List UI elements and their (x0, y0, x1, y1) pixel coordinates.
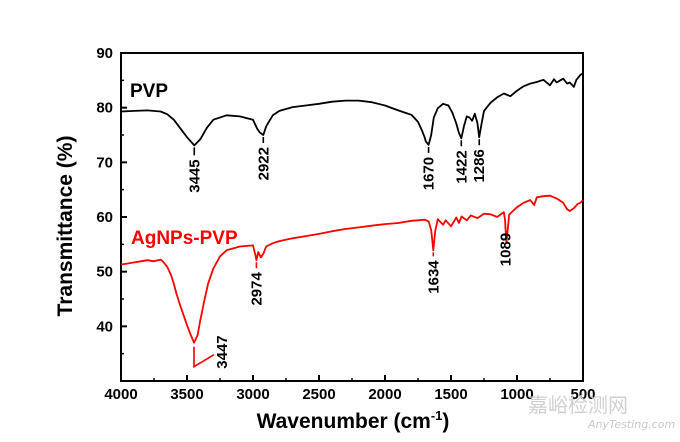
x-tick-label: 3000 (236, 386, 269, 403)
series-label-pvp: PVP (130, 81, 168, 102)
x-tick-label: 3500 (170, 386, 203, 403)
y-tick-label: 50 (96, 264, 113, 281)
ftir-chart: 4000 3500 3000 2500 2000 1500 1000 500405060708… (0, 0, 680, 442)
y-tick-label: 80 (96, 100, 113, 117)
y-tick-label: 40 (96, 318, 113, 335)
peak-label-3447: 3447 (214, 335, 231, 368)
peak-label-1286: 1286 (471, 149, 488, 182)
peak-label-1089: 1089 (497, 233, 514, 266)
y-tick-label: 90 (96, 45, 113, 62)
peak-label-1634: 1634 (425, 260, 442, 294)
x-tick-label: 2500 (302, 386, 335, 403)
watermark-cn: 嘉峪检测网 (528, 393, 628, 417)
y-tick-label: 70 (96, 154, 113, 171)
peak-label-2922: 2922 (255, 147, 272, 180)
x-tick-label: 2000 (368, 386, 401, 403)
x-tick-label: 4000 (104, 386, 137, 403)
series-label-agnps-pvp: AgNPs-PVP (131, 228, 238, 249)
x-axis-title: Wavenumber (cm-1) (257, 408, 450, 433)
watermark-en: AnyTesting.com (587, 418, 675, 431)
peak-label-1670: 1670 (421, 157, 438, 190)
x-tick-label: 1500 (434, 386, 467, 403)
peak-label-1422: 1422 (453, 150, 470, 183)
y-tick-label: 60 (96, 209, 113, 226)
peak-label-2974: 2974 (248, 272, 265, 306)
y-axis-title: Transmittance (%) (54, 136, 77, 317)
peak-label-3445: 3445 (186, 159, 203, 192)
